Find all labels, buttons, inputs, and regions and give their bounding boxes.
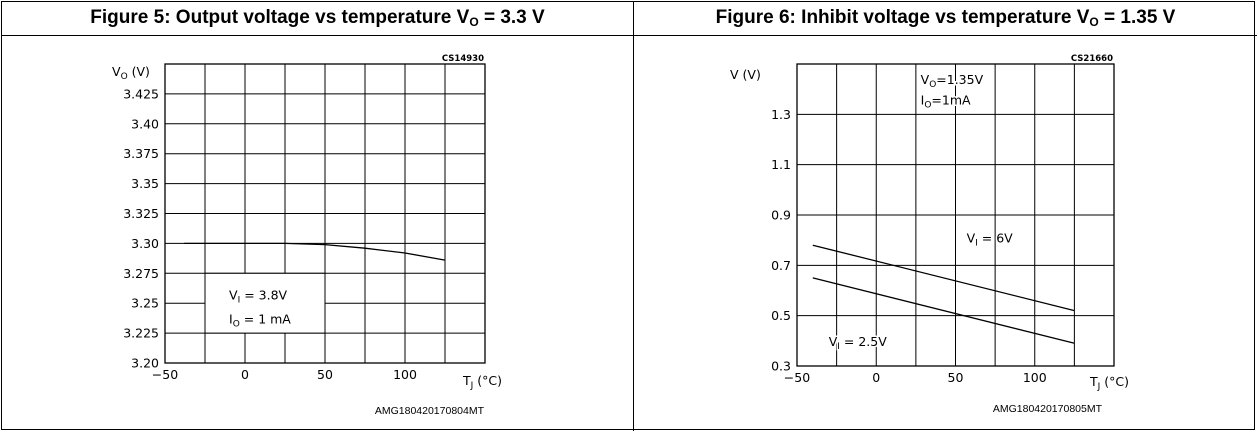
x-tick-label: 0 xyxy=(241,367,249,382)
x-axis-label: TJ (°C) xyxy=(1089,374,1129,392)
figure-code: CS14930 xyxy=(442,54,484,64)
x-axis-label: TJ (°C) xyxy=(462,373,502,391)
annotation-label: IO = 1 mA xyxy=(229,312,291,330)
x-tick-label: 50 xyxy=(317,367,333,382)
series-line xyxy=(812,244,1075,312)
y-tick-label: 3.25 xyxy=(131,296,159,311)
figure-footer: AMG180420170805MT xyxy=(993,403,1103,415)
figure-6-title: Figure 6: Inhibit voltage vs temperature… xyxy=(634,2,1257,36)
figure-6-panel: Figure 6: Inhibit voltage vs temperature… xyxy=(633,2,1257,431)
y-axis-label: VO (V) xyxy=(112,64,150,82)
y-tick-label: 3.35 xyxy=(131,176,159,191)
annotation-label: IO=1mA xyxy=(921,92,971,110)
y-tick-label: 3.375 xyxy=(123,146,159,161)
y-tick-label: 0.3 xyxy=(771,359,791,374)
annotation-label: VI = 6V xyxy=(967,231,1014,249)
plot-border xyxy=(164,63,486,364)
x-tick-label: 50 xyxy=(948,370,964,385)
figure-5-panel: Figure 5: Output voltage vs temperature … xyxy=(2,2,633,431)
y-tick-label: 3.20 xyxy=(131,356,159,371)
x-tick-label: 100 xyxy=(1023,370,1047,385)
annotation-label: VO=1.35V xyxy=(921,72,984,90)
annotation-label: VI = 3.8V xyxy=(229,288,288,306)
x-tick-label: 100 xyxy=(393,367,417,382)
figure-code: CS21660 xyxy=(1071,54,1113,64)
x-tick-label: −50 xyxy=(784,370,810,385)
y-tick-label: 0.7 xyxy=(771,258,791,273)
y-axis-label: V (V) xyxy=(730,67,761,82)
y-tick-label: 0.5 xyxy=(771,308,791,323)
y-tick-label: 3.425 xyxy=(123,86,159,101)
annotation-box xyxy=(204,272,326,334)
figure-footer: AMG180420170804MT xyxy=(375,405,485,417)
y-tick-label: 3.275 xyxy=(123,266,159,281)
x-tick-label: 0 xyxy=(872,370,880,385)
y-tick-label: 1.3 xyxy=(771,107,791,122)
y-tick-label: 0.9 xyxy=(771,208,791,223)
series-line xyxy=(184,242,446,261)
y-tick-label: 3.225 xyxy=(123,326,159,341)
y-tick-label: 3.30 xyxy=(131,236,159,251)
x-tick-label: −50 xyxy=(152,367,178,382)
annotation-label: VI = 2.5V xyxy=(829,334,888,352)
series-line xyxy=(812,277,1075,344)
y-tick-label: 3.40 xyxy=(131,116,159,131)
y-tick-label: 3.325 xyxy=(123,206,159,221)
figure-6-chart: 0.3 0.5 0.7 0.9 1.1 1.3 −50 0 50 100 V (V) TJ (°C) C… xyxy=(730,54,1129,415)
plot-border xyxy=(796,63,1115,367)
figure-5-title: Figure 5: Output voltage vs temperature … xyxy=(2,2,633,36)
y-tick-label: 1.1 xyxy=(771,157,791,172)
figure-5-chart: 3.20 3.225 3.25 3.275 3.30 3.325 3.35 3.375 3.40… xyxy=(112,54,502,417)
